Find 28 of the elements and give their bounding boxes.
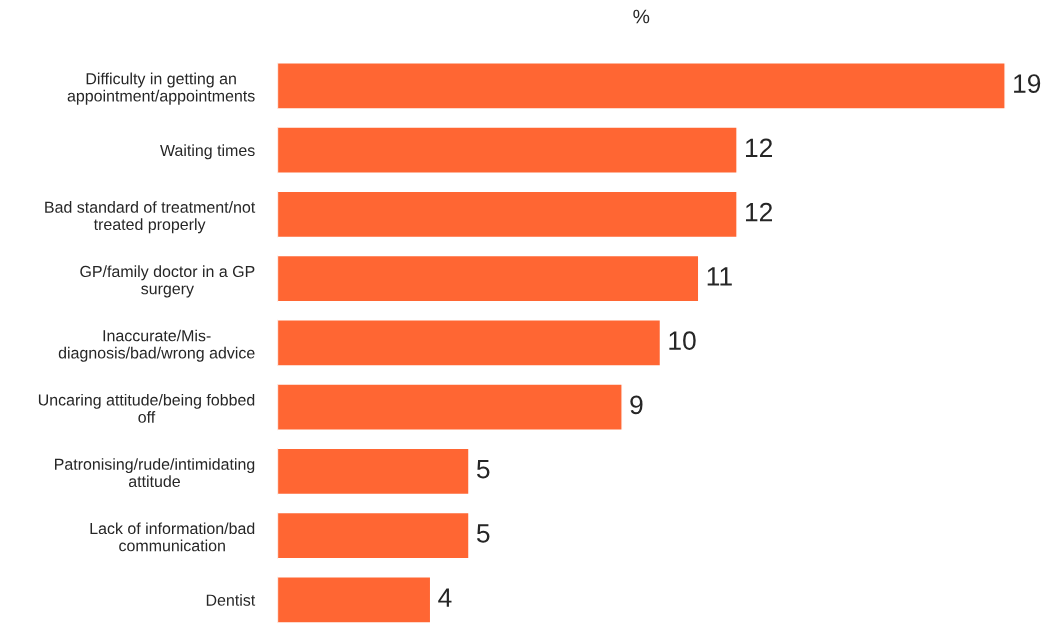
bar xyxy=(277,511,470,560)
bar xyxy=(277,576,432,624)
data-label: 5 xyxy=(476,460,490,479)
y-tick-label: Difficulty in getting an appointment/appointments xyxy=(67,72,255,105)
y-tick-label: Bad standard of treatment/not treated properly xyxy=(45,201,256,234)
y-tick-label: Patronising/rude/intimidating attitude xyxy=(55,458,255,488)
data-label: 5 xyxy=(476,524,490,543)
data-label: 12 xyxy=(745,138,772,157)
bar xyxy=(277,383,623,431)
y-tick-label: Dentist xyxy=(206,594,256,606)
bar xyxy=(277,319,662,367)
y-tick-label: Inaccurate/Mis-diagnosis/bad/wrong advice xyxy=(58,329,255,362)
bar xyxy=(277,447,470,496)
bar xyxy=(277,62,1006,110)
bar xyxy=(277,254,700,303)
data-label: 19 xyxy=(1014,74,1041,93)
chart-subtitle: % xyxy=(633,9,650,24)
bar xyxy=(277,190,738,239)
y-tick-label: Waiting times xyxy=(160,144,255,160)
data-label: 12 xyxy=(745,202,772,222)
bar xyxy=(277,126,738,174)
data-label: 9 xyxy=(630,395,643,415)
y-tick-label: GP/family doctor in a GP surgery xyxy=(80,265,255,298)
y-tick-label: Uncaring attitude/being fobbed off xyxy=(38,393,255,423)
data-label: 11 xyxy=(707,267,732,286)
data-label: 4 xyxy=(438,588,452,607)
y-tick-label: Lack of information/bad communication xyxy=(90,522,255,552)
data-label: 10 xyxy=(669,331,696,350)
